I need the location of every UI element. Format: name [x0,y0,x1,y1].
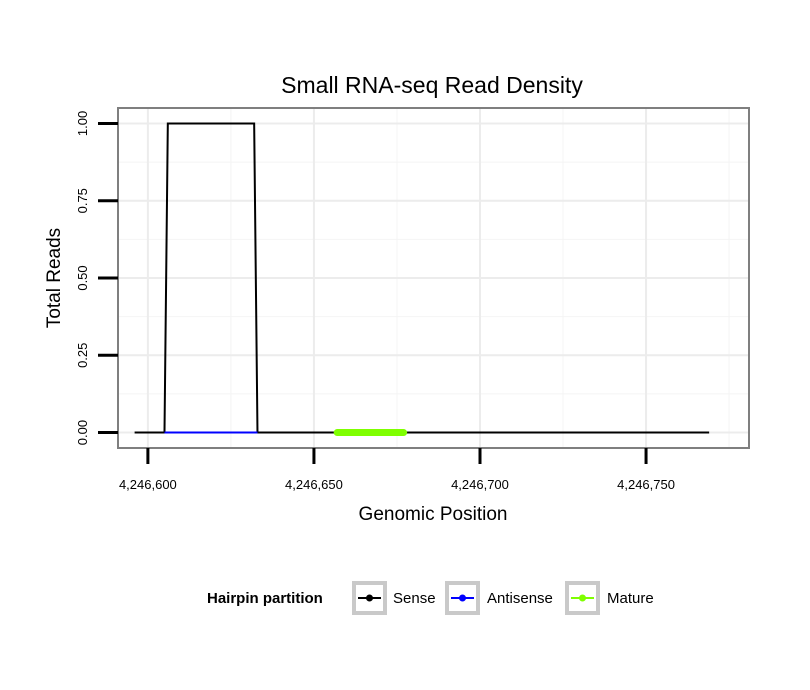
grid [118,108,749,448]
y-axis-title: Total Reads [44,228,65,328]
y-tick-label: 0.50 [75,265,90,290]
x-tick-label: 4,246,750 [617,477,675,492]
legend: Hairpin partition Sense Antisense Mature [207,581,654,615]
legend-label: Sense [393,590,436,607]
legend-key-point [579,594,586,602]
series-line-sense [134,122,710,434]
x-tick-label: 4,246,650 [285,477,343,492]
series-layer [134,122,710,437]
axis-ticks: 4,246,600 4,246,650 4,246,700 4,246,750 0.00… [75,111,675,492]
legend-item-antisense: Antisense [445,581,553,615]
y-tick-label: 1.00 [75,111,90,136]
legend-key-point [366,594,373,602]
chart-title: Small RNA-seq Read Density [281,72,583,98]
x-axis-title: Genomic Position [359,504,508,525]
y-tick-label: 0.25 [75,343,90,368]
legend-item-mature: Mature [565,581,654,615]
x-tick-label: 4,246,700 [451,477,509,492]
legend-key-point [459,594,466,602]
legend-items: Sense Antisense Mature [352,581,654,615]
y-tick-label: 0.00 [75,420,90,445]
legend-label: Antisense [487,590,553,607]
legend-label: Mature [607,590,654,607]
legend-title: Hairpin partition [207,590,323,607]
x-tick-label: 4,246,600 [119,477,177,492]
legend-item-sense: Sense [352,581,436,615]
y-tick-label: 0.75 [75,188,90,213]
